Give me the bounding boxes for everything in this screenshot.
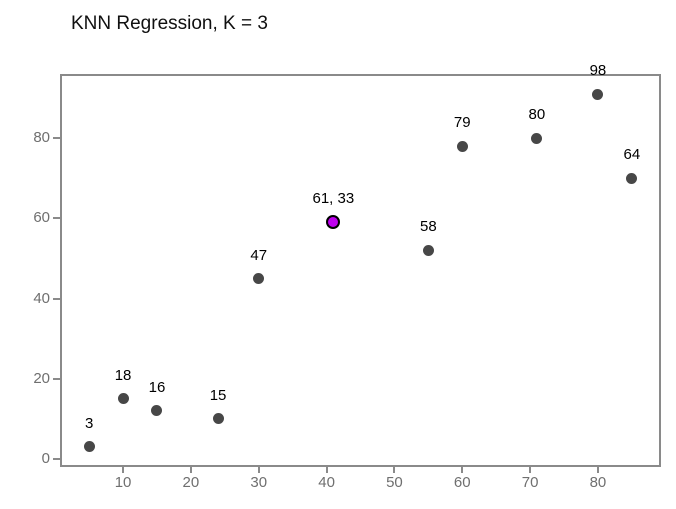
y-tick-label: 40 [33,289,50,307]
data-point [626,172,638,184]
y-axis-tick [53,457,60,460]
x-tick-label: 10 [114,474,132,491]
y-axis-tick [53,297,60,300]
data-point [151,405,163,417]
point-label: 79 [453,114,471,132]
y-axis-tick [53,217,60,220]
data-point [422,244,434,256]
x-axis-tick [257,465,260,473]
point-label: 18 [114,366,132,384]
plot-area: 10 20 30 40 50 60 70 80 0 20 40 60 80 3 18 16 15 47 58 79 80… [33,62,661,491]
x-tick-label: 80 [589,474,607,491]
chart-title: KNN Regression, K = 3 [71,13,268,34]
x-axis-tick [189,465,192,473]
y-tick-label: 0 [41,449,50,467]
x-axis-tick [461,465,464,473]
y-axis-tick [53,377,60,380]
x-tick-label: 50 [386,474,403,491]
query-point-label: 61, 33 [312,190,355,208]
x-tick-label: 20 [182,474,200,491]
data-point [212,413,224,425]
point-label: 3 [84,414,94,432]
x-axis-tick [529,465,532,473]
point-label: 58 [419,218,437,236]
x-tick-label: 30 [250,474,268,491]
x-axis-tick [325,465,328,473]
y-axis-tick [53,137,60,140]
point-label: 15 [209,386,227,404]
point-label: 80 [528,106,546,124]
point-label: 98 [589,62,607,80]
x-axis-tick [393,465,396,473]
x-tick-label: 40 [318,474,335,491]
y-tick-label: 20 [33,369,50,387]
x-axis-tick [596,465,599,473]
point-label: 16 [148,378,166,396]
data-point [253,273,265,285]
point-label: 64 [623,146,641,164]
data-point [456,140,468,152]
data-point [531,132,543,144]
y-tick-label: 80 [33,129,50,147]
data-point [83,441,95,453]
point-label: 47 [250,246,268,264]
x-tick-label: 70 [521,474,539,491]
y-tick-label: 60 [33,209,50,227]
data-point [592,88,604,100]
x-axis-tick [122,465,125,473]
x-tick-label: 60 [453,474,471,491]
query-point [326,215,341,230]
data-point [117,393,129,405]
